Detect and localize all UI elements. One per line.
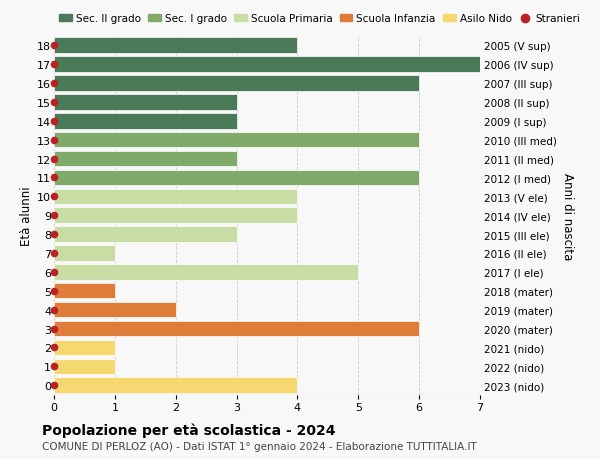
- Bar: [54, 227, 236, 242]
- Bar: [54, 189, 298, 205]
- Bar: [54, 95, 236, 111]
- Bar: [54, 283, 115, 299]
- Text: Popolazione per età scolastica - 2024: Popolazione per età scolastica - 2024: [42, 422, 335, 437]
- Bar: [54, 114, 236, 129]
- Bar: [54, 302, 176, 318]
- Bar: [54, 76, 419, 91]
- Bar: [54, 170, 419, 186]
- Bar: [54, 133, 419, 148]
- Bar: [54, 39, 298, 54]
- Bar: [54, 359, 115, 374]
- Bar: [54, 57, 480, 73]
- Bar: [54, 246, 115, 261]
- Bar: [54, 264, 358, 280]
- Bar: [54, 378, 298, 393]
- Bar: [54, 151, 236, 167]
- Text: COMUNE DI PERLOZ (AO) - Dati ISTAT 1° gennaio 2024 - Elaborazione TUTTITALIA.IT: COMUNE DI PERLOZ (AO) - Dati ISTAT 1° ge…: [42, 441, 477, 451]
- Bar: [54, 321, 419, 336]
- Legend: Sec. II grado, Sec. I grado, Scuola Primaria, Scuola Infanzia, Asilo Nido, Stran: Sec. II grado, Sec. I grado, Scuola Prim…: [59, 14, 581, 24]
- Bar: [54, 340, 115, 355]
- Y-axis label: Età alunni: Età alunni: [20, 186, 33, 246]
- Y-axis label: Anni di nascita: Anni di nascita: [561, 172, 574, 259]
- Bar: [54, 208, 298, 224]
